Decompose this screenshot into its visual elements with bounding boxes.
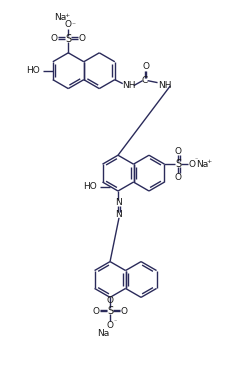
Text: N: N: [116, 210, 122, 219]
Text: O: O: [79, 34, 86, 43]
Text: S: S: [175, 159, 182, 169]
Text: O: O: [120, 307, 128, 316]
Text: HO: HO: [84, 182, 97, 191]
Text: ⁻: ⁻: [71, 20, 75, 29]
Text: ⁻: ⁻: [195, 159, 198, 164]
Text: O: O: [51, 34, 58, 43]
Text: O: O: [142, 62, 149, 71]
Text: N: N: [115, 198, 121, 208]
Text: O: O: [175, 173, 182, 182]
Text: O: O: [65, 20, 72, 29]
Text: NH: NH: [158, 81, 171, 90]
Text: HO: HO: [26, 66, 40, 75]
Text: C: C: [141, 76, 148, 85]
Text: +: +: [65, 13, 70, 18]
Text: NH: NH: [122, 81, 135, 90]
Text: S: S: [65, 34, 71, 44]
Text: ⁻: ⁻: [113, 321, 117, 326]
Text: O: O: [107, 296, 114, 305]
Text: O: O: [93, 307, 100, 316]
Text: O: O: [175, 147, 182, 156]
Text: O: O: [189, 160, 196, 169]
Text: +: +: [207, 159, 212, 164]
Text: S: S: [107, 306, 113, 316]
Text: Na: Na: [196, 160, 208, 169]
Text: O: O: [107, 321, 114, 330]
Text: Na: Na: [97, 329, 109, 338]
Text: Na: Na: [54, 13, 66, 21]
